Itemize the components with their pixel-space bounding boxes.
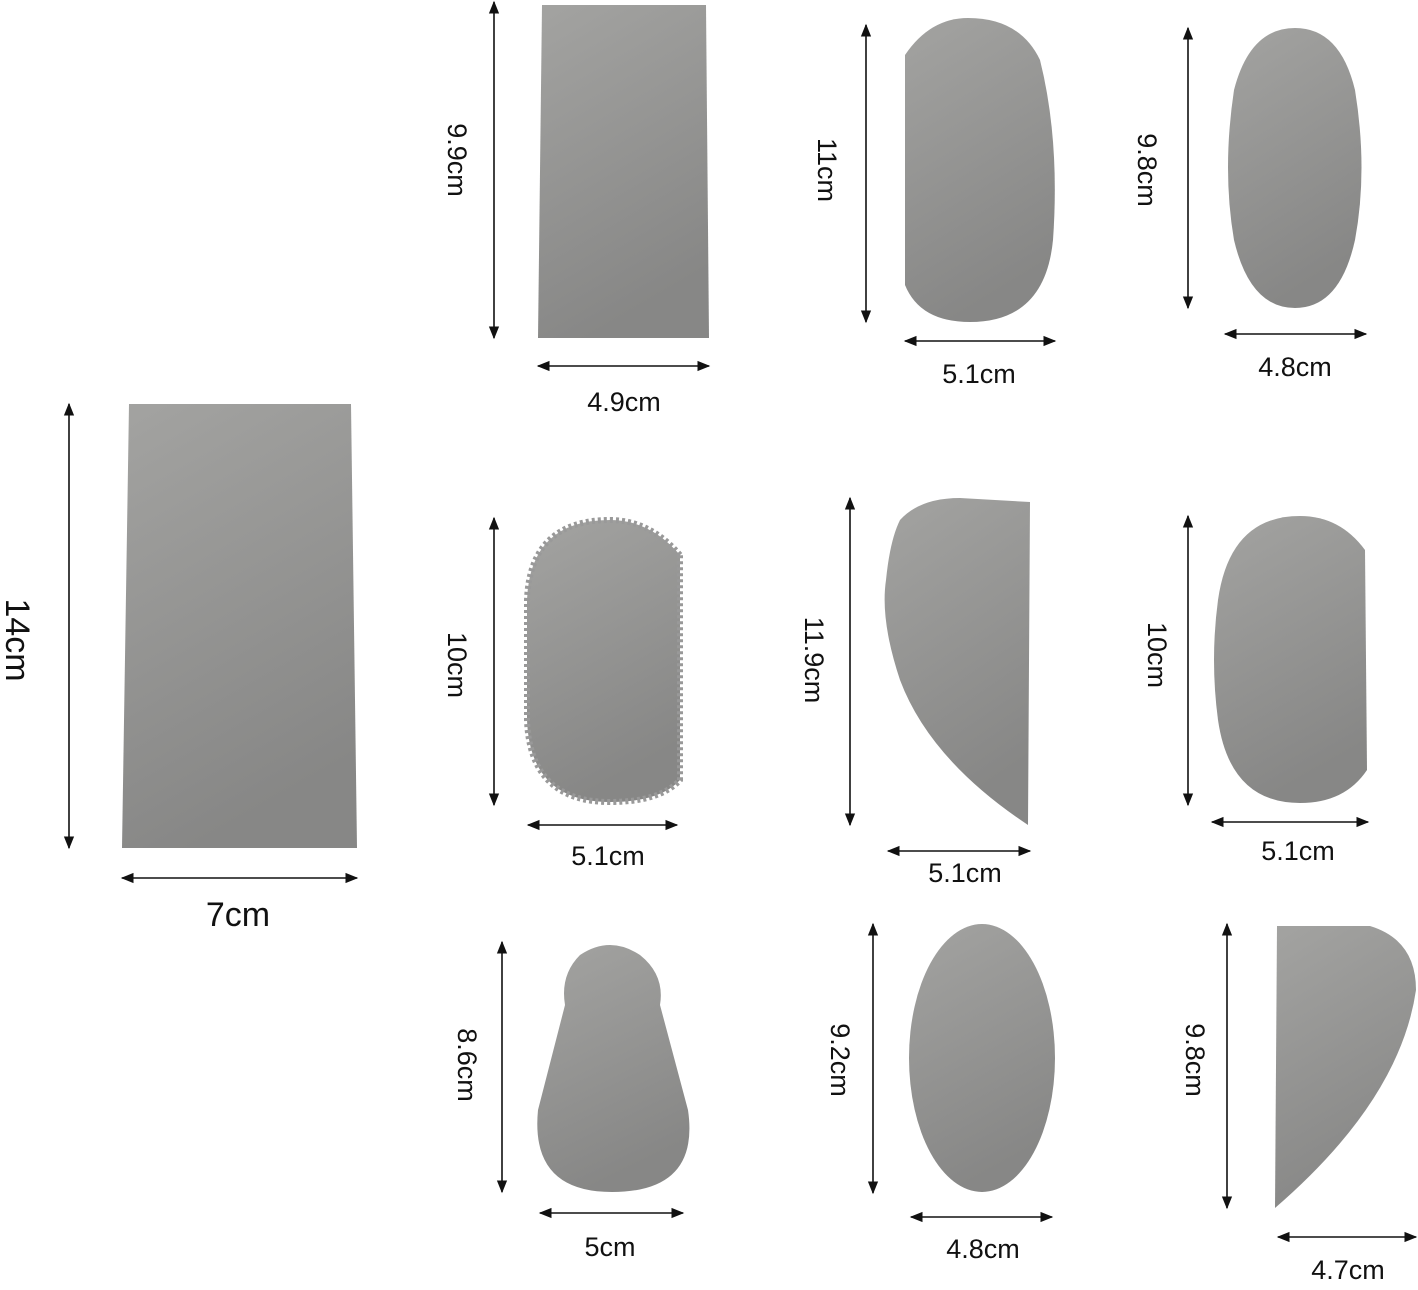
height-label: 9.2cm [825,1023,855,1097]
scraper [884,498,1030,825]
height-label: 10cm [442,632,472,698]
width-label: 4.9cm [587,387,661,417]
height-label: 14cm [0,598,36,681]
scraper [1228,28,1362,308]
height-label: 11.9cm [799,617,829,704]
scraper [909,924,1055,1192]
scraper [122,404,357,848]
width-label: 5cm [584,1232,635,1262]
scraper [524,516,683,806]
width-label: 4.8cm [1258,352,1332,382]
scraper [905,18,1055,322]
height-label: 11cm [812,138,842,202]
width-label: 5.1cm [942,359,1016,389]
width-label: 7cm [206,896,270,934]
scraper [538,5,709,338]
scraper [1214,516,1367,803]
height-label: 8.6cm [452,1028,482,1102]
width-label: 4.7cm [1311,1255,1385,1285]
scraper-shapes [122,5,1416,1208]
height-label: 9.8cm [1180,1023,1210,1097]
height-label: 9.9cm [442,123,472,197]
height-label: 9.8cm [1132,133,1162,207]
scraper [1275,926,1416,1208]
width-label: 5.1cm [571,841,645,871]
width-label: 4.8cm [946,1234,1020,1264]
width-label: 5.1cm [928,858,1002,888]
width-label: 5.1cm [1261,836,1335,866]
scraper [537,945,690,1192]
height-label: 10cm [1142,622,1172,688]
